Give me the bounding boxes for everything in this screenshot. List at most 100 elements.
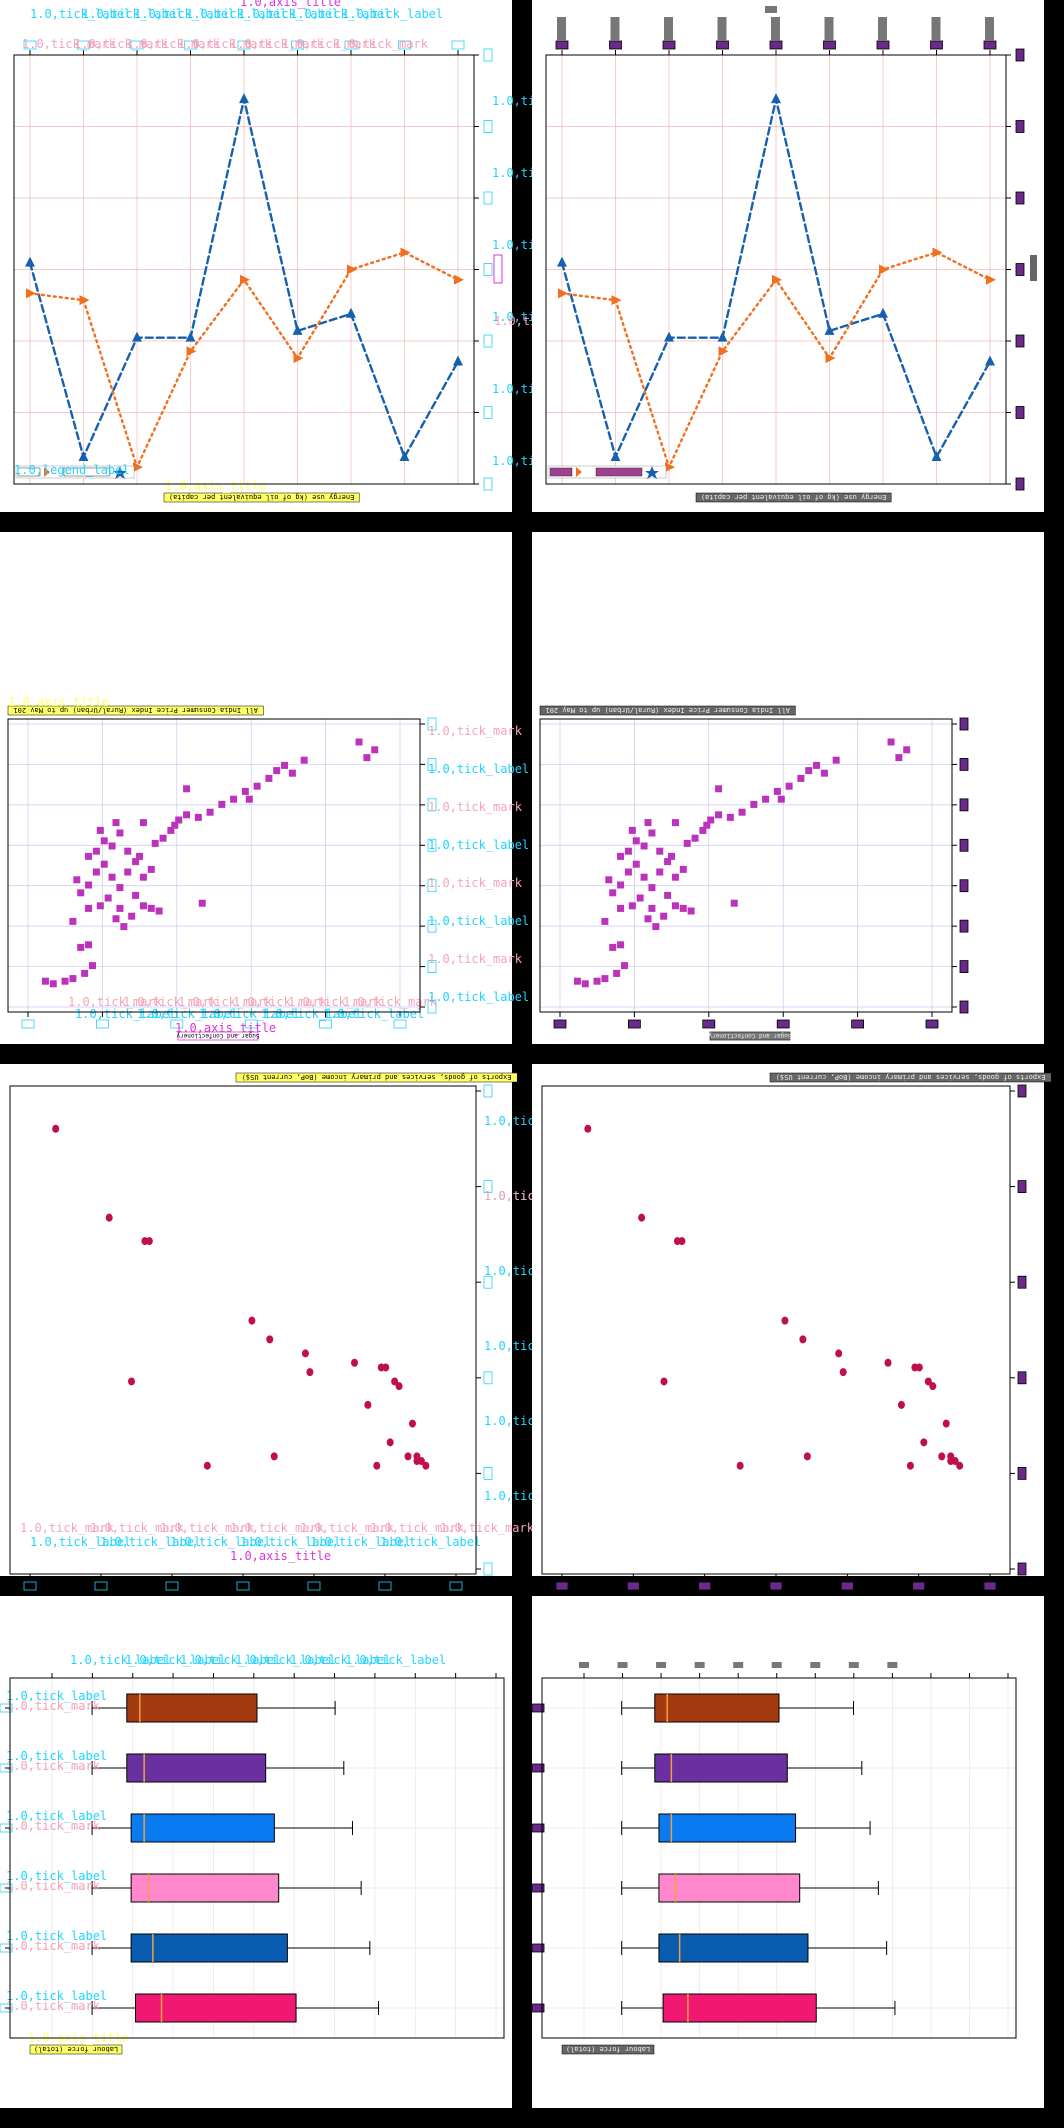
tick-label-box [1017, 1562, 1027, 1576]
data-point [124, 847, 132, 855]
data-point [391, 1377, 399, 1386]
tick-label-box [840, 1581, 854, 1591]
overlay-tick-label: 1.0,tick_label [6, 1749, 107, 1763]
data-point [813, 761, 821, 769]
data-point [671, 819, 679, 827]
tick-label-box [776, 1019, 790, 1029]
x-axis-title-box [709, 1031, 791, 1041]
tick-label-box [0, 1763, 13, 1773]
data-point [915, 1363, 923, 1372]
box-1 [126, 1693, 258, 1723]
data-point [132, 858, 140, 866]
data-point [413, 1457, 421, 1466]
data-point [664, 891, 672, 899]
overlay-tick-mark: 1.0,tick_mark [6, 1939, 101, 1953]
tick-label-box [930, 40, 943, 50]
overlay-axis-title: 1.0,axis_title [8, 695, 109, 709]
data-point [665, 462, 675, 473]
data-point [85, 852, 93, 860]
tick-label-box [236, 1581, 250, 1591]
data-point [108, 873, 116, 881]
x-axis-title-box [177, 1031, 259, 1041]
tick-label-box [130, 40, 144, 50]
data-point [717, 331, 728, 342]
overlay-axis-title: 1.0,axis_title [230, 1549, 331, 1563]
overlay-tick-mark: 1.0,tick_mark [230, 37, 325, 51]
data-point [573, 977, 581, 985]
tick-label-box [427, 960, 437, 973]
overlay-tick-mark: 1.0,tick_mark [126, 37, 221, 51]
overlay-tick-label: 1.0,tick_label [323, 1007, 424, 1021]
tick-label-box [0, 1883, 13, 1893]
data-point [664, 858, 672, 866]
data-point [906, 1461, 914, 1470]
data-point [85, 941, 93, 949]
data-point [92, 868, 100, 876]
plot-frame [541, 1677, 1017, 2039]
data-point [610, 450, 621, 461]
overlay-tick-mark: 1.0,tick_mark [6, 1879, 101, 1893]
box-4 [130, 1873, 280, 1903]
data-point [797, 774, 805, 782]
data-point [628, 902, 636, 910]
x-tick-label-box [878, 17, 887, 41]
overlay-tick-mark: 1.0,tick_mark [160, 1521, 255, 1535]
overlay-y-label: 1.0,tick_label [428, 914, 529, 928]
data-point [382, 1363, 390, 1372]
data-point [145, 1237, 153, 1246]
data-point [395, 1382, 403, 1391]
tick-label-box [378, 1581, 392, 1591]
data-point [105, 1213, 113, 1222]
data-point [112, 819, 120, 827]
data-point [422, 1461, 430, 1470]
tick-label-box [959, 879, 969, 893]
box-4 [658, 1873, 801, 1903]
chart-title: All India Consumer Price Index (Rural/Ur… [545, 706, 789, 714]
data-point [715, 785, 723, 793]
data-point [26, 288, 36, 299]
tick-label-box [398, 40, 411, 50]
overlay-axis-title: 1.0,axis_title [175, 1021, 276, 1035]
data-point [648, 904, 656, 912]
legend-label-box [63, 467, 111, 477]
tick-label-box [483, 191, 493, 205]
data-point [288, 769, 296, 777]
data-point [185, 331, 196, 342]
data-point [136, 852, 144, 860]
data-point [660, 1377, 668, 1386]
legend-marker [113, 466, 127, 479]
overlay-axis-title: 1.0,axis_title [165, 479, 266, 493]
data-point [986, 274, 996, 285]
tick-label-box [716, 40, 729, 50]
data-point [932, 247, 943, 258]
x-axis-title: Sugar and Confectionery [708, 1032, 791, 1039]
data-point [929, 1382, 937, 1391]
tick-label-box [319, 1019, 333, 1029]
data-point [218, 800, 226, 808]
data-point [772, 274, 782, 285]
data-point [175, 816, 183, 824]
overlay-tick-mark: 1.0,tick_mark [370, 1521, 465, 1535]
tick-label-box [483, 263, 493, 276]
data-point [785, 782, 793, 790]
overlay-tick-label: 1.0,tick_label [125, 1653, 226, 1667]
data-point [895, 754, 903, 762]
data-point [679, 865, 687, 873]
x-tick-label-box [824, 17, 834, 41]
data-point [887, 738, 895, 746]
data-point [453, 355, 463, 366]
chart-title: Energy use (kg of oil equivalent per cap… [169, 493, 354, 501]
data-point [671, 902, 679, 910]
data-point [640, 873, 648, 881]
data-point [77, 889, 85, 897]
tick-label-box [628, 1019, 641, 1029]
tick-label-box [307, 1581, 321, 1591]
tick-label-box [237, 40, 251, 50]
data-point [738, 808, 746, 816]
data-point [707, 816, 715, 824]
data-point [620, 962, 628, 970]
chart-title-box [561, 2044, 655, 2055]
overlay-tick-mark: 1.0,tick_mark [300, 1521, 395, 1535]
x-tick-label-box [887, 1662, 898, 1668]
tick-label-box [94, 1581, 108, 1591]
